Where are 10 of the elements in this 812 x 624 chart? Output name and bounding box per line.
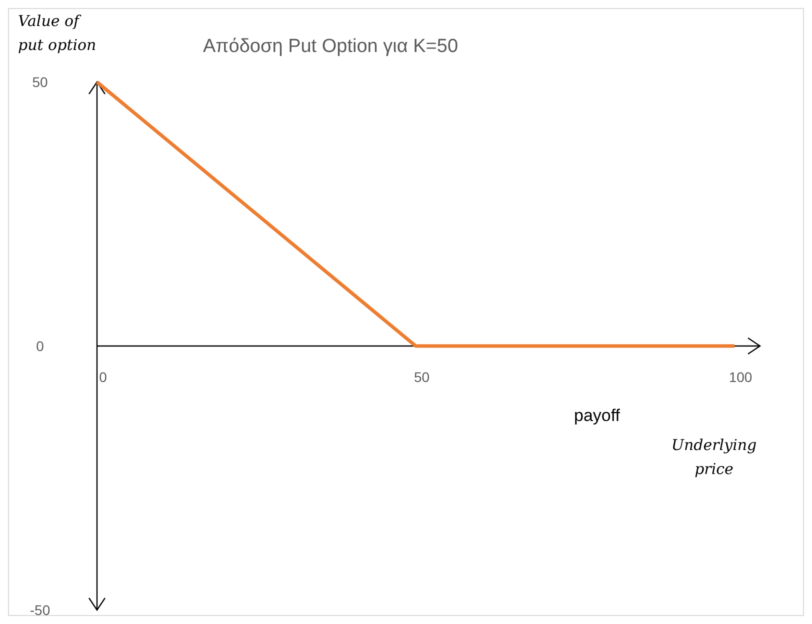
chart-title: Απόδοση Put Option για K=50 bbox=[203, 36, 458, 57]
y-tick-label: 50 bbox=[32, 74, 48, 90]
annotation: payoff bbox=[574, 406, 620, 425]
x-tick-label: 100 bbox=[728, 369, 752, 385]
x-tick-label: 50 bbox=[414, 369, 430, 385]
y-tick-label: -50 bbox=[30, 602, 50, 618]
y-axis-title: Value of put option bbox=[18, 12, 96, 54]
x-tick-label: 0 bbox=[99, 369, 108, 385]
y-tick-label: 0 bbox=[36, 338, 44, 354]
x-axis-title: Underlying price bbox=[671, 436, 757, 478]
